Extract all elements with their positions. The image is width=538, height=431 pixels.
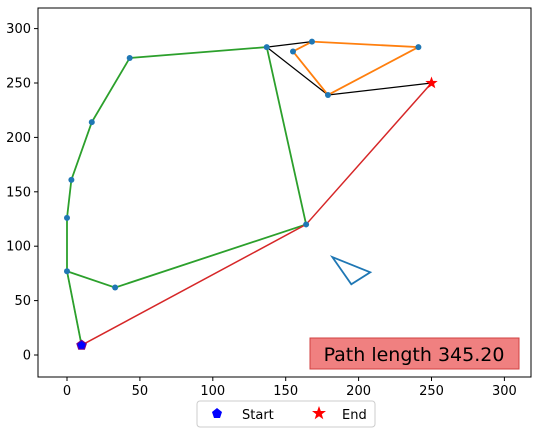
x-tick-label-50: 50 bbox=[132, 384, 149, 399]
graph-node-6 bbox=[263, 44, 270, 51]
y-tick-label-250: 250 bbox=[6, 77, 31, 92]
y-tick-label-100: 100 bbox=[6, 240, 31, 255]
graph-node-5 bbox=[126, 54, 133, 61]
red-path-line bbox=[81, 82, 433, 346]
x-tick-label-150: 150 bbox=[273, 384, 298, 399]
legend-start-label: Start bbox=[242, 408, 274, 423]
graph-node-1 bbox=[64, 268, 70, 275]
y-tick-label-150: 150 bbox=[6, 185, 31, 200]
x-tick-label-250: 250 bbox=[419, 384, 444, 399]
triangle-obstacle bbox=[329, 255, 373, 286]
x-tick-label-0: 0 bbox=[63, 384, 71, 399]
legend-box bbox=[196, 400, 376, 428]
graph-node-2 bbox=[64, 214, 70, 221]
green-path-line bbox=[66, 46, 308, 346]
graph-node-8 bbox=[289, 48, 296, 55]
legend: Start End bbox=[196, 400, 376, 428]
axes-frame bbox=[37, 7, 532, 378]
annotation-box bbox=[309, 337, 520, 370]
ticks-layer: 0 50 100 150 200 250 300 0 50 100 150 200 250 300 bbox=[6, 22, 517, 399]
graph-node-7 bbox=[308, 38, 315, 45]
x-tick-label-300: 300 bbox=[492, 384, 517, 399]
end-marker bbox=[425, 76, 438, 89]
legend-end-label: End bbox=[342, 408, 367, 423]
graph-node-12 bbox=[112, 284, 119, 291]
markers-layer bbox=[76, 76, 438, 350]
x-tick-label-100: 100 bbox=[200, 384, 225, 399]
graph-node-10 bbox=[324, 91, 331, 98]
graph-node-4 bbox=[88, 119, 95, 126]
y-tick-label-0: 0 bbox=[23, 349, 31, 364]
nodes-layer bbox=[64, 38, 422, 349]
path-length-annotation: Path length 345.20 bbox=[309, 337, 520, 370]
x-tick-label-200: 200 bbox=[346, 384, 371, 399]
y-tick-label-50: 50 bbox=[14, 294, 31, 309]
graph-node-9 bbox=[415, 44, 422, 51]
graph-node-11 bbox=[303, 221, 310, 228]
lines-layer bbox=[66, 40, 433, 346]
graph-edge-3 bbox=[327, 82, 432, 96]
graph-edge-2 bbox=[266, 46, 329, 96]
legend-start-marker bbox=[212, 408, 222, 418]
graph-edge-1 bbox=[266, 41, 313, 48]
legend-end-marker bbox=[312, 406, 326, 420]
annotation-text: Path length 345.20 bbox=[324, 344, 505, 366]
start-marker bbox=[76, 339, 87, 350]
y-tick-label-200: 200 bbox=[6, 131, 31, 146]
y-tick-label-300: 300 bbox=[6, 22, 31, 37]
graph-node-3 bbox=[68, 176, 75, 183]
